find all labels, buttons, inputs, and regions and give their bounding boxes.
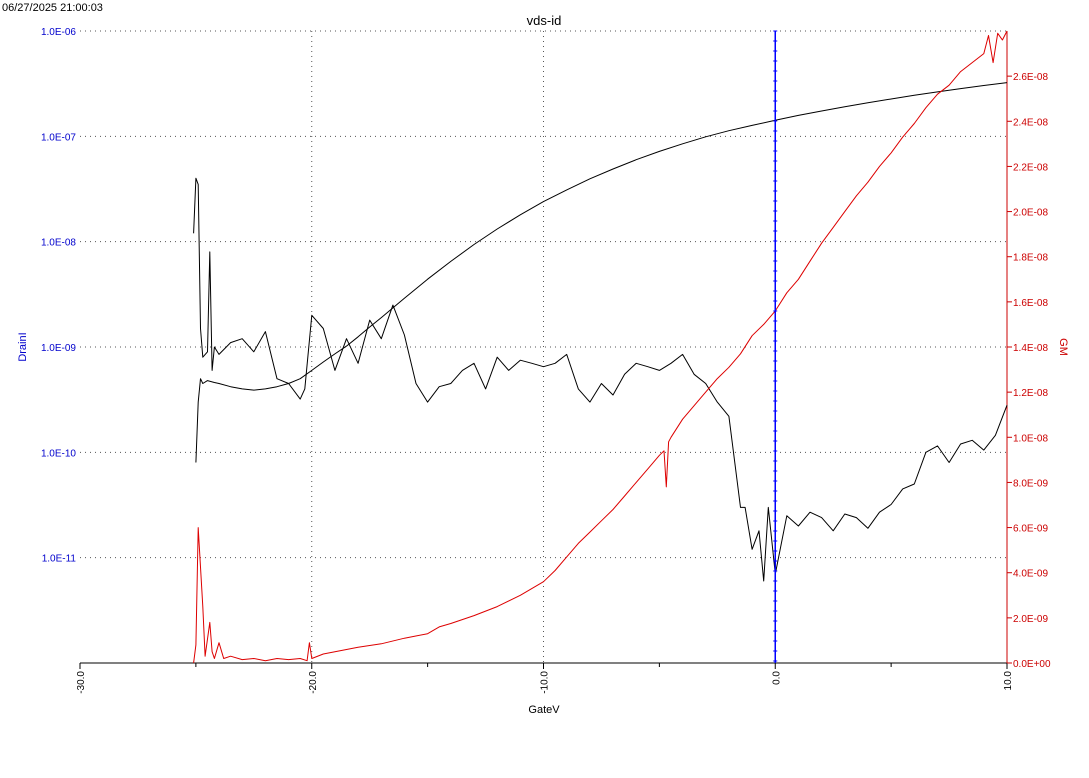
x-tick-label: 0.0 bbox=[771, 671, 782, 685]
series-line-2 bbox=[193, 177, 1008, 582]
right-tick-label: 8.0E-09 bbox=[1013, 478, 1048, 489]
right-tick-label: 1.2E-08 bbox=[1013, 388, 1048, 399]
x-tick-label: -30.0 bbox=[76, 671, 87, 694]
right-tick-label: 0.0E+00 bbox=[1013, 659, 1051, 670]
left-tick-label: 1.0E-11 bbox=[42, 554, 77, 565]
left-tick-label: 1.0E-09 bbox=[41, 343, 76, 354]
right-tick-label: 2.6E-08 bbox=[1013, 72, 1048, 83]
left-tick-label: 1.0E-10 bbox=[41, 448, 76, 459]
right-tick-label: 1.8E-08 bbox=[1013, 253, 1048, 264]
right-tick-label: 6.0E-09 bbox=[1013, 524, 1048, 535]
left-tick-label: 1.0E-08 bbox=[41, 238, 76, 249]
right-tick-label: 1.0E-08 bbox=[1013, 433, 1048, 444]
right-tick-label: 4.0E-09 bbox=[1013, 569, 1048, 580]
timestamp: 06/27/2025 21:00:03 bbox=[2, 2, 103, 14]
right-tick-label: 2.2E-08 bbox=[1013, 162, 1048, 173]
x-tick-label: 10.0 bbox=[1003, 671, 1014, 691]
grid bbox=[80, 30, 1007, 663]
axes: 1.0E-11 1.0E-10 1.0E-09 1.0E-08 1.0E-07 1.0E-… bbox=[41, 27, 1051, 694]
right-tick-label: 2.0E-09 bbox=[1013, 614, 1048, 625]
chart-title: vds-id bbox=[527, 13, 562, 28]
x-tick-label: -10.0 bbox=[540, 671, 551, 694]
series-line-3 bbox=[193, 30, 1008, 664]
x-axis-label: GateV bbox=[528, 704, 560, 716]
left-tick-label: 1.0E-07 bbox=[41, 132, 76, 143]
cursor-layer bbox=[773, 30, 778, 663]
right-tick-label: 1.6E-08 bbox=[1013, 298, 1048, 309]
left-tick-label: 1.0E-06 bbox=[41, 27, 76, 38]
series-layer bbox=[193, 30, 1008, 664]
series-line-1 bbox=[195, 82, 1008, 463]
y-axis-label-left: DrainI bbox=[17, 332, 29, 361]
y-axis-label-right: GM bbox=[1057, 338, 1069, 356]
right-tick-label: 2.0E-08 bbox=[1013, 208, 1048, 219]
x-tick-label: -20.0 bbox=[308, 671, 319, 694]
right-tick-label: 1.4E-08 bbox=[1013, 343, 1048, 354]
right-tick-label: 2.4E-08 bbox=[1013, 117, 1048, 128]
